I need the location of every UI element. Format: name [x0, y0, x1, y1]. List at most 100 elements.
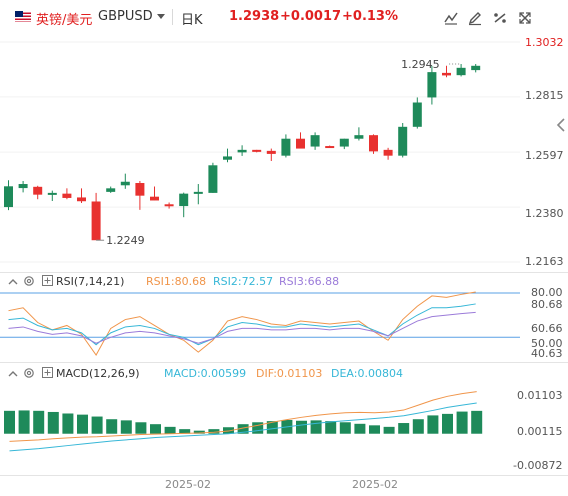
- candle[interactable]: [252, 149, 262, 153]
- candle-body: [237, 149, 247, 153]
- macd-histogram-bar: [47, 411, 59, 434]
- macd-histogram-bar: [106, 419, 118, 434]
- candle-body: [47, 192, 57, 195]
- candle-body: [456, 67, 466, 76]
- candle[interactable]: [179, 192, 189, 218]
- candle-body: [193, 191, 203, 194]
- candle-body: [18, 184, 28, 189]
- candle[interactable]: [18, 180, 28, 193]
- rsi-title[interactable]: RSI(7,14,21): [56, 275, 125, 288]
- candle[interactable]: [281, 134, 291, 158]
- candle[interactable]: [164, 202, 174, 209]
- rsi1-value: RSI1:80.68: [146, 275, 207, 288]
- macd-histogram-bar: [223, 427, 234, 434]
- candle[interactable]: [398, 123, 408, 158]
- collapse-icon[interactable]: [8, 278, 18, 286]
- candle-body: [208, 165, 218, 193]
- macd-histogram-bar: [120, 420, 132, 434]
- candle-body: [33, 186, 43, 195]
- candle[interactable]: [237, 145, 247, 156]
- candle[interactable]: [471, 64, 481, 73]
- macd-series-line: [9, 391, 477, 442]
- draw-icon[interactable]: [467, 10, 483, 26]
- rsi-axis-label: 80.68: [531, 298, 563, 311]
- candle[interactable]: [135, 180, 145, 210]
- candle[interactable]: [266, 148, 276, 161]
- candle[interactable]: [33, 185, 43, 200]
- candle[interactable]: [296, 132, 305, 149]
- rsi-series-line: [8, 311, 476, 344]
- interval-selector[interactable]: 日K: [181, 13, 203, 28]
- candle[interactable]: [62, 188, 72, 200]
- fullscreen-icon[interactable]: [517, 10, 533, 26]
- macd-histogram-bar: [135, 422, 147, 434]
- candle[interactable]: [47, 190, 57, 201]
- candle-body: [427, 72, 437, 98]
- price-axis-label: 1.2163: [525, 255, 564, 268]
- macd-histogram-bar: [62, 413, 74, 434]
- symbol-selector[interactable]: GBPUSD: [98, 9, 153, 24]
- rsi-chart[interactable]: [0, 286, 520, 362]
- candle[interactable]: [120, 173, 130, 189]
- candle[interactable]: [77, 188, 86, 204]
- candle[interactable]: [193, 184, 203, 205]
- macd-histogram-bar: [310, 420, 322, 434]
- time-axis-label: 2025-02: [165, 478, 211, 491]
- time-axis-label: 2025-02: [352, 478, 398, 491]
- candle[interactable]: [412, 97, 422, 129]
- macd-histogram-bar: [18, 410, 30, 434]
- expand-panel-icon[interactable]: [42, 275, 53, 286]
- macd-title[interactable]: MACD(12,26,9): [56, 367, 140, 380]
- rsi3-value: RSI3:66.88: [279, 275, 340, 288]
- price-axis-label: 1.2597: [525, 149, 564, 162]
- candle[interactable]: [383, 147, 393, 160]
- candle[interactable]: [150, 186, 159, 201]
- candle[interactable]: [310, 132, 320, 150]
- macd-histogram-bar: [339, 422, 351, 434]
- macd-histogram-bar: [237, 424, 249, 434]
- macd-histogram-bar: [471, 410, 483, 434]
- candle-body: [120, 181, 130, 186]
- macd-histogram-bar: [77, 414, 88, 434]
- candle[interactable]: [369, 134, 378, 154]
- macd-histogram-bar: [33, 410, 45, 434]
- candle-body: [106, 188, 116, 192]
- candle[interactable]: [91, 192, 101, 241]
- rsi-series-line: [8, 291, 476, 356]
- candle-body: [369, 135, 378, 152]
- candle-body: [296, 138, 305, 149]
- macd-histogram-bar: [296, 420, 307, 434]
- chevron-down-icon[interactable]: [157, 14, 165, 19]
- candle[interactable]: [456, 64, 466, 77]
- candle-body: [150, 196, 159, 201]
- candle-body: [252, 149, 262, 152]
- macd-histogram-bar: [164, 426, 176, 434]
- price-change: +0.0017: [280, 9, 342, 24]
- flag-icon: [15, 11, 31, 22]
- collapse-icon[interactable]: [8, 370, 18, 378]
- candle[interactable]: [106, 186, 116, 193]
- macd-chart[interactable]: [0, 380, 520, 475]
- macd-axis-label: 0.00115: [517, 425, 563, 438]
- dea-value: DEA:0.00804: [331, 367, 403, 380]
- candle[interactable]: [208, 162, 218, 193]
- candle[interactable]: [325, 145, 335, 149]
- candle-body: [412, 102, 422, 127]
- settings-gear-icon[interactable]: [23, 275, 35, 287]
- expand-handle-icon[interactable]: [554, 113, 568, 137]
- candle[interactable]: [4, 180, 13, 211]
- candle-body: [164, 204, 174, 207]
- candle[interactable]: [427, 65, 437, 105]
- indicator-icon[interactable]: [492, 10, 508, 26]
- candle[interactable]: [354, 127, 364, 141]
- candlestick-chart[interactable]: 1.2945 1.2249: [0, 34, 520, 272]
- settings-gear-icon[interactable]: [23, 367, 35, 379]
- candle-body: [4, 186, 13, 208]
- candle[interactable]: [442, 65, 451, 78]
- chart-type-icon[interactable]: [443, 10, 459, 26]
- macd-axis-label: -0.00872: [513, 459, 563, 472]
- expand-panel-icon[interactable]: [42, 367, 53, 378]
- candle[interactable]: [223, 148, 232, 163]
- candle[interactable]: [339, 138, 349, 150]
- pair-name[interactable]: 英镑/美元: [36, 13, 93, 28]
